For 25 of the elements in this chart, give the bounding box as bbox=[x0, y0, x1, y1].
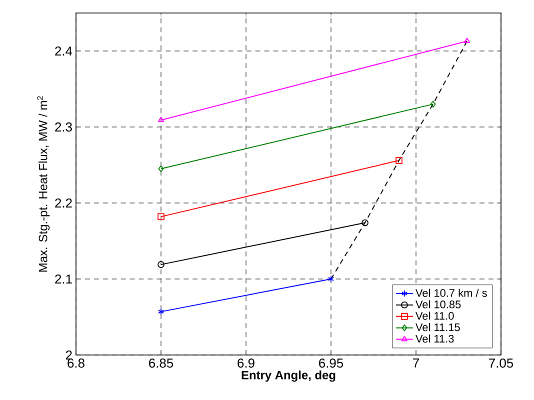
x-tick-label: 6.9 bbox=[238, 358, 254, 368]
legend-label: Vel 11.0 bbox=[415, 312, 454, 320]
point bbox=[362, 219, 368, 226]
y-tick-label: 2.3 bbox=[55, 122, 72, 132]
legend-label: Vel 10.85 bbox=[415, 300, 461, 308]
point bbox=[328, 276, 334, 282]
y-tick-label: 2.2 bbox=[55, 198, 72, 208]
x-tick-label: 7 bbox=[413, 358, 419, 368]
y-tick-label: 2.4 bbox=[55, 46, 72, 56]
point bbox=[158, 261, 164, 268]
y-tick-label: 2.1 bbox=[55, 274, 72, 284]
x-tick-label: 7.05 bbox=[489, 358, 514, 368]
point bbox=[430, 100, 436, 108]
x-tick-label: 6.85 bbox=[149, 358, 174, 368]
y-axis-title: Max. Stg.-pt. Heat Flux, MW / m$^{2}$ bbox=[37, 96, 50, 272]
legend-label: Vel 11.3 bbox=[415, 334, 454, 343]
x-tick-label: 6.8 bbox=[68, 358, 84, 368]
point bbox=[158, 213, 164, 220]
x-tick-label: 6.95 bbox=[319, 358, 344, 368]
legend-label: Vel 11.15 bbox=[415, 323, 460, 332]
legend-label: Vel 10.7 km / s bbox=[415, 288, 487, 297]
x-axis-title: Entry Angle, deg bbox=[242, 370, 336, 382]
point bbox=[158, 308, 164, 316]
point bbox=[396, 157, 402, 164]
point bbox=[158, 165, 164, 172]
